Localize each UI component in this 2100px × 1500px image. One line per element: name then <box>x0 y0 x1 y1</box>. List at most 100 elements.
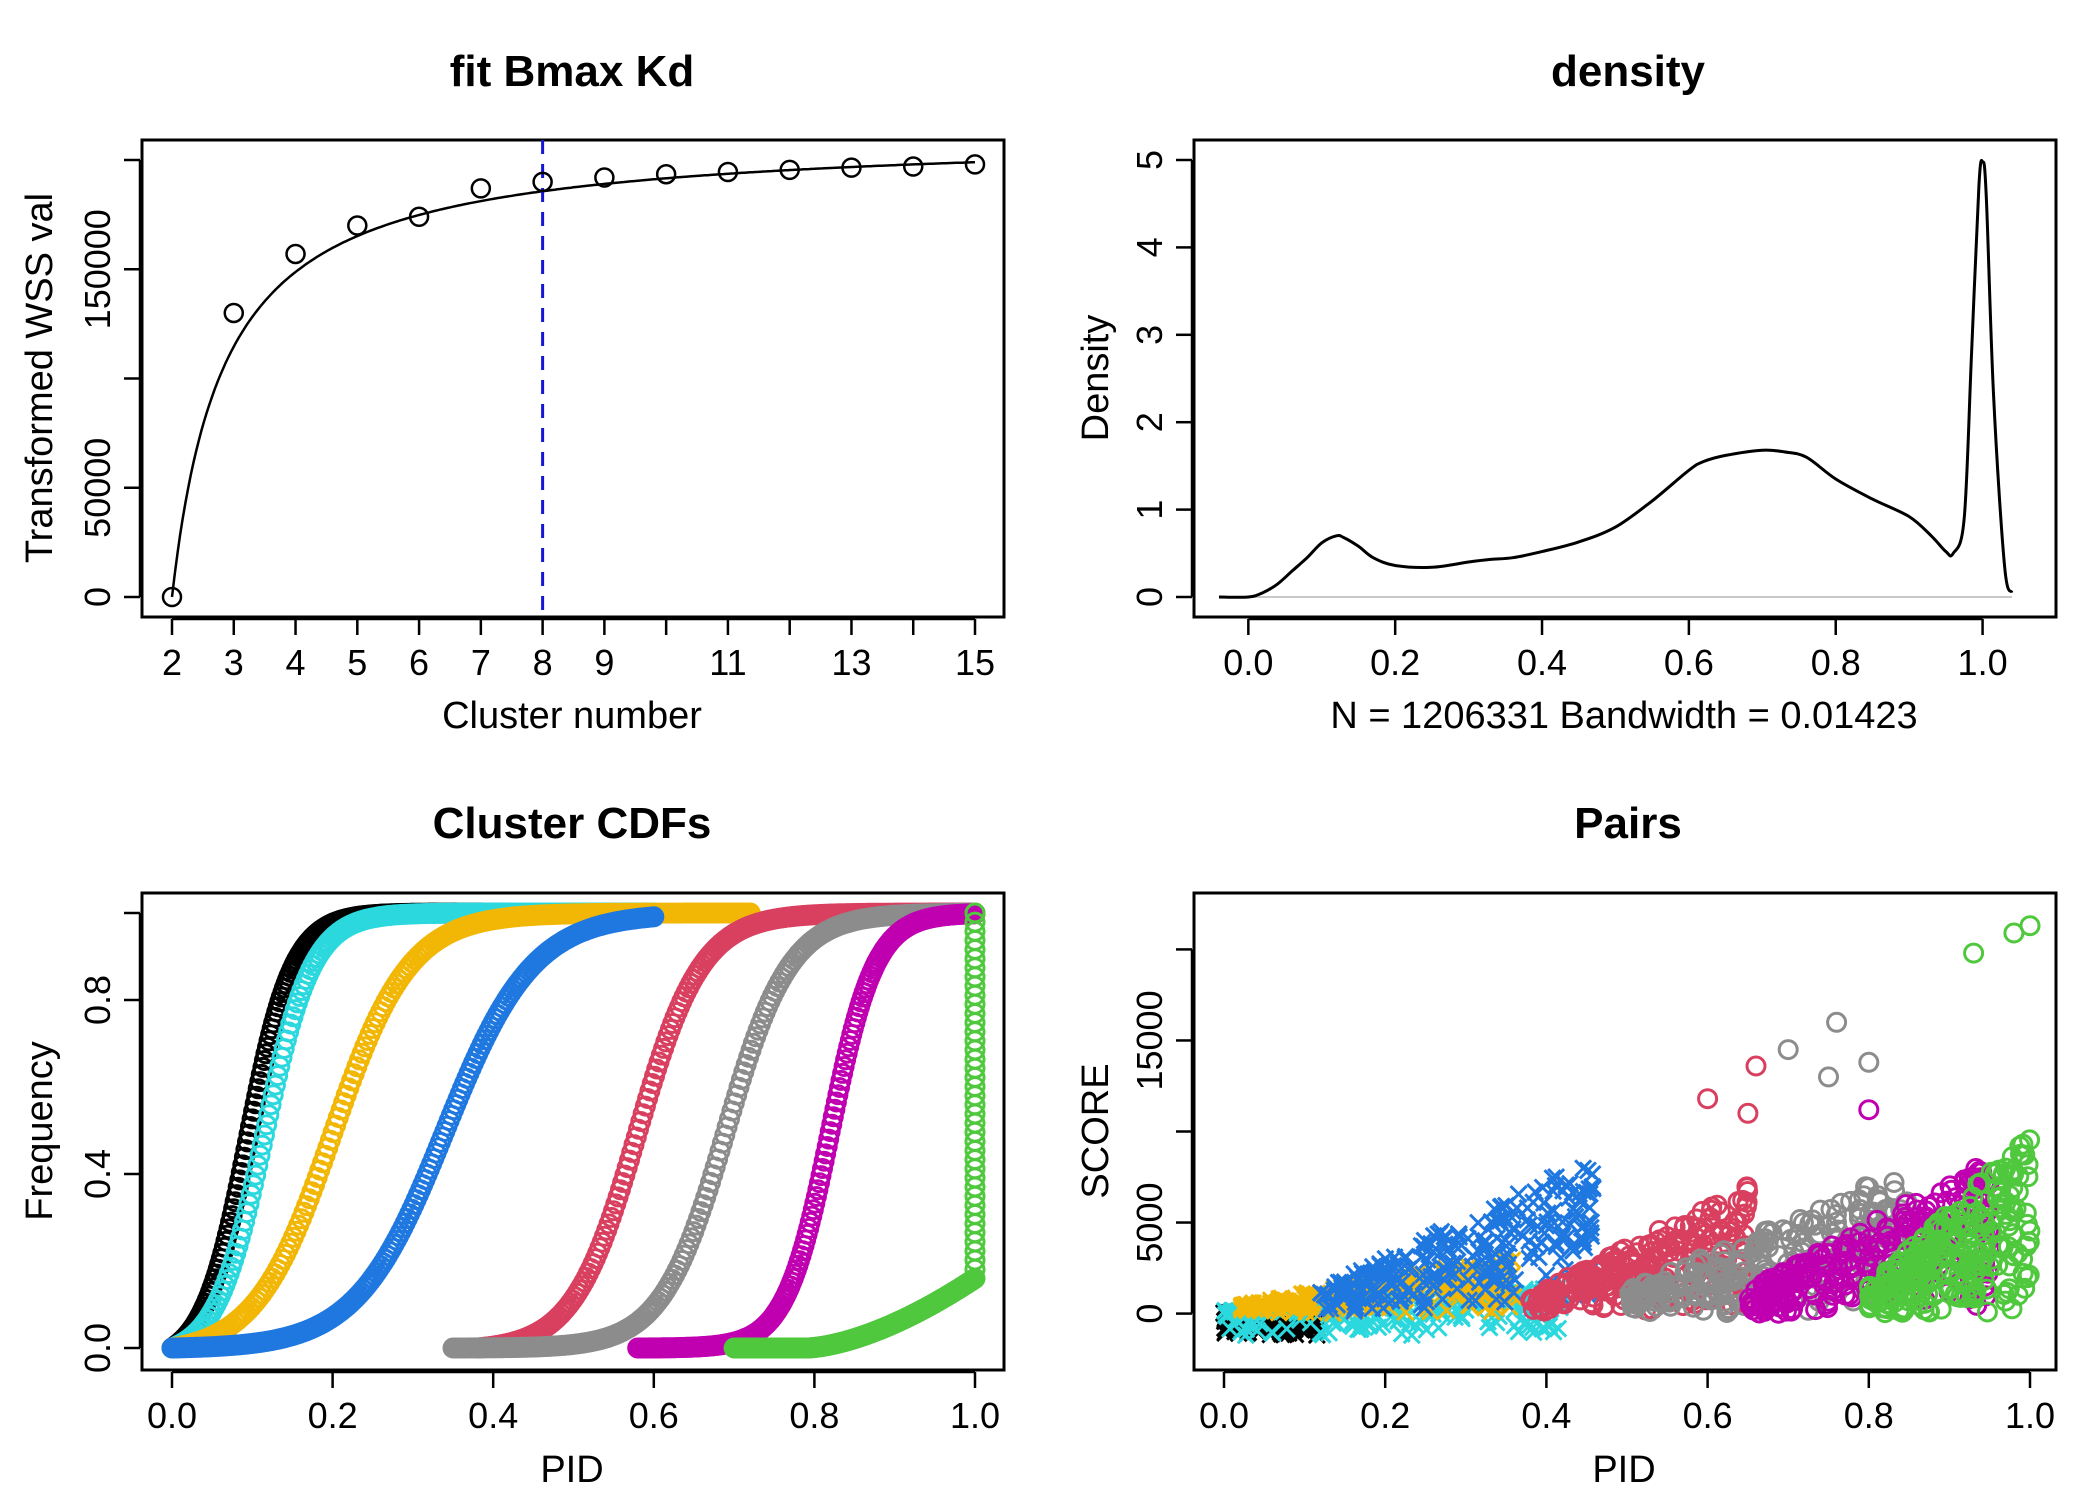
y-axis-label-fit: Transformed WSS val <box>19 193 61 563</box>
density-x-tick-label: 0.4 <box>1517 642 1567 683</box>
cdf-point <box>258 1104 280 1126</box>
fit-point <box>841 157 862 178</box>
plot-frame-cdf <box>140 891 1006 1372</box>
panel-title-density: density <box>1551 47 1706 96</box>
panel-title-cdf: Cluster CDFs <box>433 799 712 848</box>
fit-y-tick-label: 50000 <box>77 438 118 538</box>
plot-frame-density <box>1192 138 2058 619</box>
fit-x-tick-label: 7 <box>471 642 491 683</box>
fit-x-tick-label: 15 <box>955 642 995 683</box>
density-y-tick-label: 0 <box>1129 587 1170 607</box>
cdf-y-tick-label: 0.0 <box>77 1323 118 1373</box>
pairs-outlier <box>1737 1102 1759 1124</box>
cdf-x-tick-label: 0.4 <box>468 1395 518 1436</box>
panel-title-fit: fit Bmax Kd <box>450 47 694 96</box>
cdf-series <box>466 902 986 1359</box>
plot-area-density: 0.0 0.2 0.4 0.6 0.8 1.0 0 1 2 3 4 5 <box>1129 150 2014 683</box>
fit-point <box>408 206 430 228</box>
fit-x-tick-label: 5 <box>347 642 367 683</box>
fit-point <box>902 156 924 177</box>
cdf-point <box>264 1074 286 1096</box>
pairs-x-tick-label: 0.8 <box>1844 1395 1894 1436</box>
pairs-y-tick-label: 0 <box>1129 1304 1170 1324</box>
plot-frame-fit <box>140 138 1006 619</box>
density-x-tick-label: 0.2 <box>1370 642 1420 683</box>
cdf-series <box>161 906 665 1359</box>
pairs-x-tick-label: 0.6 <box>1683 1395 1733 1436</box>
fit-x-tick-label: 4 <box>286 642 306 683</box>
cdf-x-tick-label: 1.0 <box>950 1395 1000 1436</box>
fit-point <box>532 171 553 193</box>
cdf-point <box>821 1113 843 1135</box>
x-axis-label-pairs: PID <box>1592 1449 1655 1491</box>
fit-y-tick-label: 150000 <box>77 209 118 329</box>
density-y-tick-label: 3 <box>1129 325 1170 345</box>
cdf-point <box>643 906 665 928</box>
cdf-point <box>232 1154 254 1176</box>
y-axis-label-pairs: SCORE <box>1075 1063 1117 1198</box>
plot-frame-pairs <box>1192 891 2058 1372</box>
y-axis-label-cdf: Frequency <box>19 1041 61 1221</box>
pairs-outlier <box>1777 1039 1799 1061</box>
cdf-point <box>240 1183 262 1205</box>
density-x-tick-label: 1.0 <box>1958 642 2008 683</box>
fit-point <box>594 167 615 188</box>
plot-area-pairs: 0.0 0.2 0.4 0.6 0.8 1.0 0 5000 15000 <box>1129 915 2055 1436</box>
density-x-tick-label: 0.8 <box>1811 642 1861 683</box>
fit-point <box>161 586 183 608</box>
pairs-outlier <box>1858 1099 1880 1121</box>
fit-x-tick-label: 8 <box>533 642 553 683</box>
density-y-tick-label: 2 <box>1129 412 1170 432</box>
fit-x-tick-label: 11 <box>709 642 746 683</box>
pairs-outlier <box>2019 915 2041 937</box>
panel-fit: fit Bmax Kd Cluster number Transformed W… <box>19 47 1006 737</box>
pairs-outlier <box>1818 1066 1839 1088</box>
cdf-point <box>249 1144 271 1166</box>
fit-point <box>717 161 739 183</box>
fit-point <box>285 243 306 265</box>
fit-point <box>779 159 800 181</box>
cdf-point <box>262 1084 284 1106</box>
pairs-x-tick-label: 0.4 <box>1521 1395 1571 1436</box>
panel-pairs: Pairs PID SCORE 0.0 0.2 0.4 0.6 0.8 1.0 0 5000 1… <box>1075 799 2058 1491</box>
cdf-point <box>816 1136 838 1157</box>
cdf-point <box>964 902 986 924</box>
density-curve <box>1218 158 2014 599</box>
pairs-outlier <box>1826 1011 1848 1033</box>
panel-cdf: Cluster CDFs PID Frequency 0.0 0.2 0.4 0.6 0… <box>19 799 1006 1491</box>
pairs-outlier <box>1858 1051 1880 1073</box>
density-y-tick-label: 5 <box>1129 150 1170 170</box>
fit-point <box>470 178 492 199</box>
cdf-x-tick-label: 0.0 <box>147 1395 197 1436</box>
pairs-outlier <box>1697 1088 1719 1110</box>
cdf-series <box>627 903 986 1359</box>
cdf-point <box>256 1114 278 1136</box>
x-axis-label-fit: Cluster number <box>442 695 702 737</box>
fit-point <box>964 154 986 175</box>
panel-density: density N = 1206331 Bandwidth = 0.01423 … <box>1075 47 2058 737</box>
pairs-outlier <box>1963 942 1985 964</box>
cdf-x-tick-label: 0.8 <box>789 1395 839 1436</box>
cdf-point <box>253 1124 275 1146</box>
fit-y-tick-label: 0 <box>77 587 118 607</box>
cdf-series <box>723 902 986 1359</box>
cdf-y-tick-label: 0.4 <box>77 1149 118 1199</box>
x-axis-label-density: N = 1206331 Bandwidth = 0.01423 <box>1330 695 1917 737</box>
pairs-x-tick-label: 0.0 <box>1199 1395 1249 1436</box>
fit-x-tick-label: 9 <box>594 642 614 683</box>
density-x-tick-label: 0.0 <box>1223 642 1273 683</box>
pairs-x-tick-label: 1.0 <box>2005 1395 2055 1436</box>
fit-x-tick-label: 13 <box>831 642 871 683</box>
density-x-tick-label: 0.6 <box>1664 642 1714 683</box>
pairs-y-tick-label: 15000 <box>1129 990 1170 1090</box>
x-axis-label-cdf: PID <box>540 1449 603 1491</box>
cdf-x-tick-label: 0.6 <box>629 1395 679 1436</box>
fit-point <box>223 302 245 324</box>
cdf-point <box>260 1094 282 1116</box>
cdf-point <box>244 1093 266 1115</box>
cdf-point <box>251 1134 273 1156</box>
cdf-point <box>247 1154 269 1176</box>
fit-x-tick-label: 3 <box>224 642 244 683</box>
